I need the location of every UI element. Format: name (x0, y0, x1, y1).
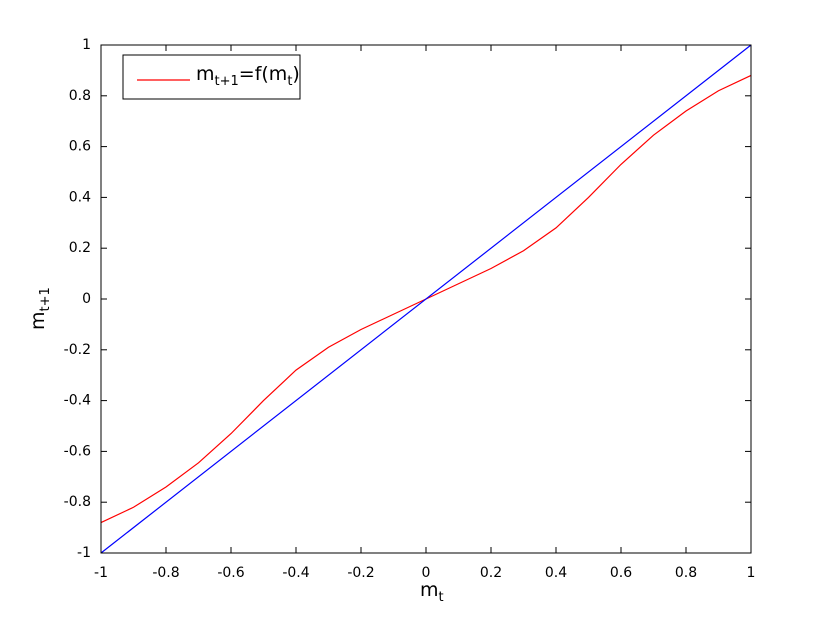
x-tick-label: -0.8 (152, 565, 179, 581)
y-tick-label: -0.2 (64, 342, 91, 358)
x-tick-label: 1 (747, 565, 756, 581)
line-series (100, 44, 752, 554)
y-tick-label: 0 (82, 291, 91, 307)
y-tick-label: -1 (77, 545, 91, 561)
x-tick-label: -1 (94, 565, 108, 581)
y-tick-label: 0.4 (69, 189, 91, 205)
text-part: m (420, 579, 439, 601)
y-tick-label: 0.8 (69, 88, 91, 104)
legend: mt+1=f(mt) (122, 54, 301, 100)
x-tick-label: 0.2 (480, 565, 502, 581)
x-tick-label: -0.2 (347, 565, 374, 581)
y-tick-label: -0.4 (64, 393, 91, 409)
subscript: t+1 (38, 287, 53, 311)
y-tick-label: -0.8 (64, 494, 91, 510)
x-tick-label: 0.4 (545, 565, 567, 581)
x-axis-label: mt (420, 579, 444, 605)
x-tick-label: 0 (422, 565, 431, 581)
y-axis-label: mt+1 (27, 287, 53, 330)
y-tick-label: -0.6 (64, 443, 91, 459)
text-part: ) (292, 63, 299, 85)
y-tick-label: 0.6 (69, 139, 91, 155)
subscript: t (287, 74, 292, 89)
x-tick-label: -0.6 (217, 565, 244, 581)
subscript: t (439, 590, 444, 605)
subscript: t+1 (215, 74, 239, 89)
x-tick-label: 0.8 (675, 565, 697, 581)
text-part: =f(m (239, 63, 288, 85)
y-tick-label: 0.2 (69, 240, 91, 256)
text-part: m (27, 311, 49, 330)
text-part: m (196, 63, 215, 85)
legend-box (122, 54, 301, 100)
y-tick-label: 1 (82, 37, 91, 53)
legend-label: mt+1=f(mt) (196, 63, 300, 89)
x-tick-label: 0.6 (610, 565, 632, 581)
x-tick-label: -0.4 (282, 565, 309, 581)
